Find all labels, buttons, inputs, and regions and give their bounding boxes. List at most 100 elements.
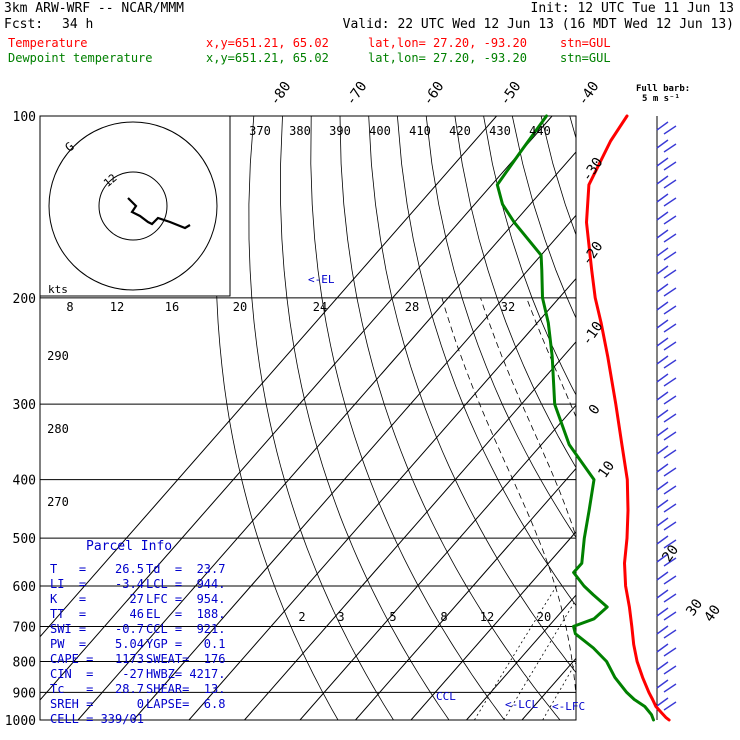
moist-adiabat <box>689 298 735 720</box>
hodograph <box>39 115 231 297</box>
theta-label: 390 <box>329 124 351 138</box>
wind-barb <box>656 193 677 207</box>
init-time: Init: 12 UTC Tue 11 Jun 13 <box>530 1 735 16</box>
isotherm-label: -20 <box>579 239 607 269</box>
dewpoint-temperature-line <box>495 114 655 722</box>
barb-legend-units: 5 m s⁻¹ <box>642 94 680 104</box>
lcl-marker: <-LCL <box>505 698 539 711</box>
isotherm <box>633 116 740 720</box>
theta-label: 380 <box>289 124 311 138</box>
pressure-tick-label: 300 <box>13 398 36 413</box>
theta-label: 410 <box>409 124 431 138</box>
temperature-station: stn=GUL <box>560 36 611 50</box>
wind-barb <box>656 319 677 333</box>
plot-area <box>40 116 740 720</box>
parcel-info-value: LAPSE= 6.8 <box>146 697 226 711</box>
dry-adiabat <box>425 116 576 539</box>
pressure-tick-label: 200 <box>13 292 36 307</box>
parcel-info-value: CAPE = 1173 <box>50 652 144 666</box>
wind-barb <box>656 679 677 693</box>
wind-barb <box>656 697 677 711</box>
isotherm-label: 20 <box>659 542 682 565</box>
pressure-tick-label: 1000 <box>5 714 36 729</box>
hodograph-speed-label: 32 <box>501 300 515 314</box>
wind-barb <box>656 157 677 171</box>
theta-label: 440 <box>529 124 551 138</box>
isotherm-label: -60 <box>420 79 448 109</box>
parcel-info-value: YGP = 0.1 <box>146 637 226 651</box>
wind-barb <box>656 355 677 369</box>
pressure-tick-label: 900 <box>13 686 36 701</box>
hodograph-units: kts <box>48 283 68 296</box>
parcel-info-value: K = 27 <box>50 592 144 606</box>
mixing-ratio-label: 8 <box>440 610 447 624</box>
wind-barb <box>656 589 677 603</box>
dry-adiabat <box>713 116 740 720</box>
mixing-ratio-label: 5 <box>389 610 396 624</box>
dry-adiabat <box>483 116 576 396</box>
parcel-info-value: HWBZ= 4217. <box>146 667 226 681</box>
parcel-info-value: Tc = 28.7 <box>50 682 144 696</box>
hodograph-ring <box>48 121 218 291</box>
pressure-tick-label: 600 <box>13 580 36 595</box>
theta-side-label: 270 <box>47 495 69 509</box>
isotherm <box>689 116 740 720</box>
isotherm <box>40 116 497 638</box>
wind-barb <box>656 481 677 495</box>
parcel-info-value: SREH = 0 <box>50 697 144 711</box>
parcel-info-value: TT = 46 <box>50 607 144 621</box>
dewpoint-latlon: lat,lon= 27.20, -93.20 <box>368 51 527 65</box>
wind-barb <box>656 247 677 261</box>
wind-barb <box>656 607 677 621</box>
hodograph-speed-label: 16 <box>165 300 179 314</box>
wind-barb <box>656 373 677 387</box>
parcel-info-value: EL = 188. <box>146 607 226 621</box>
wind-barb <box>656 283 677 297</box>
wind-barb <box>656 391 677 405</box>
barb-legend-title: Full barb: <box>636 84 691 94</box>
isotherm <box>40 116 553 701</box>
mixing-ratio-label: 3 <box>337 610 344 624</box>
parcel-info-value: SHEAR= 13. <box>146 682 226 696</box>
plot-border <box>39 115 577 721</box>
wind-barb <box>656 409 677 423</box>
isotherm <box>77 151 576 720</box>
dry-adiabat <box>215 116 339 720</box>
wind-barbs <box>656 116 677 720</box>
isotherm-label: -70 <box>343 79 371 109</box>
isotherm <box>355 467 576 720</box>
dry-adiabat <box>248 116 394 720</box>
mixing-ratio-label: 20 <box>537 610 551 624</box>
mixing-ratio-label: 12 <box>480 610 494 624</box>
dry-adiabat <box>397 116 576 607</box>
pressure-tick-label: 500 <box>13 532 36 547</box>
wind-barb <box>656 661 677 675</box>
parcel-info-value: SWI = -0.7 <box>50 622 144 636</box>
dry-adiabat <box>454 116 576 469</box>
pressure-tick-label: 100 <box>13 110 36 125</box>
wind-barb <box>656 337 677 351</box>
hodograph-speed-label: 24 <box>313 300 327 314</box>
sounding-series <box>495 114 671 722</box>
forecast-label: Fcst: <box>4 17 44 32</box>
parcel-info-value: CIN = -27 <box>50 667 144 681</box>
mixing-ratio-line <box>503 598 576 720</box>
isotherm-label: 10 <box>595 458 618 481</box>
wind-barb <box>656 265 677 279</box>
isotherm <box>410 531 576 720</box>
hodograph-speed-label: 8 <box>66 300 73 314</box>
pressure-tick-label: 400 <box>13 474 36 489</box>
temperature-line <box>585 114 671 722</box>
parcel-info-value: SWEAT= 176 <box>146 652 226 666</box>
parcel-info-title: Parcel Info <box>86 539 173 554</box>
hodograph-trace <box>127 197 191 230</box>
dry-adiabat <box>310 116 505 720</box>
isotherm <box>188 277 576 720</box>
parcel-info-value: T = 26.5 <box>50 562 144 576</box>
hodograph-speed-label: 12 <box>110 300 124 314</box>
wind-barb <box>656 427 677 441</box>
wind-barb <box>656 463 677 477</box>
mixing-ratio-line <box>474 585 557 720</box>
skewt-grid <box>39 115 740 721</box>
dry-adiabat <box>569 116 576 140</box>
